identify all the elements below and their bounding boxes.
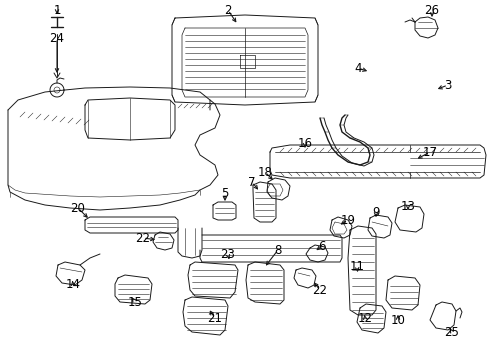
Text: 20: 20 — [70, 202, 85, 215]
Text: 6: 6 — [318, 239, 325, 252]
Text: 2: 2 — [224, 4, 231, 17]
Text: 15: 15 — [127, 296, 142, 309]
Text: 18: 18 — [257, 166, 272, 179]
Text: 8: 8 — [274, 243, 281, 257]
Text: 10: 10 — [390, 314, 405, 327]
Text: 12: 12 — [357, 311, 372, 324]
Text: 21: 21 — [207, 311, 222, 324]
Text: 22: 22 — [135, 231, 150, 244]
Text: 22: 22 — [312, 284, 327, 297]
Text: 19: 19 — [340, 213, 355, 226]
Text: 9: 9 — [371, 206, 379, 219]
Text: 14: 14 — [65, 279, 81, 292]
Text: 1: 1 — [53, 4, 61, 17]
Text: 17: 17 — [422, 145, 437, 158]
Text: 7: 7 — [248, 176, 255, 189]
Text: 16: 16 — [297, 136, 312, 149]
Text: 5: 5 — [221, 186, 228, 199]
Text: 11: 11 — [349, 260, 364, 273]
Text: 25: 25 — [444, 325, 459, 338]
Text: 24: 24 — [49, 32, 64, 45]
Text: 13: 13 — [400, 199, 415, 212]
Text: 26: 26 — [424, 4, 439, 17]
Text: 23: 23 — [220, 248, 235, 261]
Text: 4: 4 — [353, 62, 361, 75]
Text: 3: 3 — [444, 78, 451, 91]
